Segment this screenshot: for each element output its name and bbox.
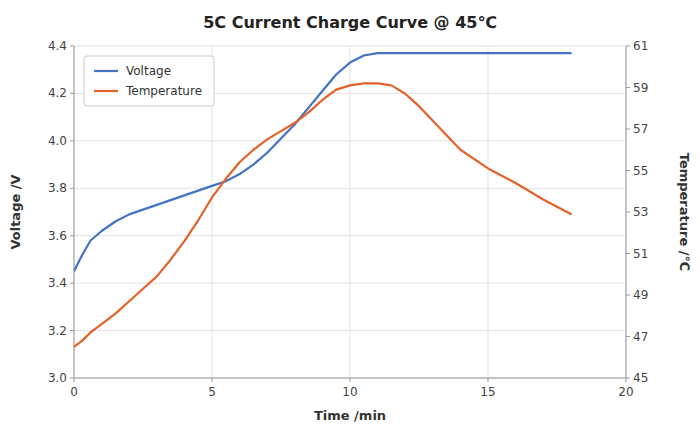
series-line bbox=[74, 83, 571, 347]
y-tick bbox=[70, 46, 74, 47]
y2-tick-label: 51 bbox=[633, 247, 648, 261]
y-tick bbox=[70, 188, 74, 189]
y2-tick bbox=[626, 212, 630, 213]
x-tick-label: 0 bbox=[70, 385, 78, 399]
x-tick-label: 5 bbox=[208, 385, 216, 399]
grid-line-y bbox=[74, 283, 626, 284]
y-tick bbox=[70, 93, 74, 94]
y2-tick bbox=[626, 87, 630, 88]
y2-tick-label: 53 bbox=[633, 205, 648, 219]
y2-axis-label: Temperature /℃ bbox=[677, 153, 692, 272]
x-tick-label: 10 bbox=[342, 385, 357, 399]
x-tick bbox=[212, 378, 213, 382]
y-tick bbox=[70, 235, 74, 236]
y2-tick bbox=[626, 253, 630, 254]
plot-area bbox=[74, 53, 571, 347]
y2-tick-label: 61 bbox=[633, 39, 648, 53]
grid-line-y bbox=[74, 188, 626, 189]
x-tick bbox=[626, 378, 627, 382]
grid-line-y bbox=[74, 46, 626, 47]
y2-tick bbox=[626, 336, 630, 337]
grid-line-x bbox=[350, 46, 351, 378]
chart: 0 5 10 15 20 3.0 3.2 3.4 3.6 3.8 4.0 4.2 4.4 45 47 49 51… bbox=[0, 0, 700, 434]
grid bbox=[74, 46, 626, 378]
series-line bbox=[74, 53, 571, 271]
y2-tick-label: 55 bbox=[633, 164, 648, 178]
y-tick bbox=[70, 283, 74, 284]
y2-tick-label: 47 bbox=[633, 330, 648, 344]
x-tick bbox=[488, 378, 489, 382]
legend-label: Voltage bbox=[126, 64, 171, 78]
y-axis-line bbox=[74, 46, 75, 378]
legend-swatch bbox=[94, 70, 118, 72]
y-tick bbox=[70, 330, 74, 331]
y-tick-label: 3.4 bbox=[48, 276, 67, 290]
y-tick-label: 3.2 bbox=[48, 324, 67, 338]
x-tick bbox=[350, 378, 351, 382]
legend-label: Temperature bbox=[125, 84, 202, 98]
x-tick-label: 15 bbox=[480, 385, 495, 399]
y-tick-label: 4.0 bbox=[48, 134, 67, 148]
y2-tick bbox=[626, 46, 630, 47]
y-tick-label: 3.8 bbox=[48, 181, 67, 195]
x-axis-label: Time /min bbox=[314, 408, 386, 423]
grid-line-y bbox=[74, 235, 626, 236]
axes: 0 5 10 15 20 3.0 3.2 3.4 3.6 3.8 4.0 4.2 4.4 45 47 49 51… bbox=[48, 39, 648, 399]
x-tick bbox=[74, 378, 75, 382]
y2-tick bbox=[626, 295, 630, 296]
grid-line-x bbox=[74, 46, 75, 378]
y-tick-label: 3.0 bbox=[48, 371, 67, 385]
grid-line-y bbox=[74, 140, 626, 141]
legend-box bbox=[84, 56, 214, 106]
y-tick-label: 4.2 bbox=[48, 86, 67, 100]
x-tick-label: 20 bbox=[618, 385, 633, 399]
legend-swatch bbox=[94, 90, 118, 92]
y2-tick-label: 59 bbox=[633, 81, 648, 95]
y2-tick bbox=[626, 129, 630, 130]
legend: Voltage Temperature bbox=[84, 56, 214, 106]
y-axis-label: Voltage /V bbox=[8, 174, 23, 249]
y2-tick-label: 57 bbox=[633, 122, 648, 136]
y-tick-label: 4.4 bbox=[48, 39, 67, 53]
y2-tick-label: 45 bbox=[633, 371, 648, 385]
grid-line-y bbox=[74, 330, 626, 331]
grid-line-x bbox=[488, 46, 489, 378]
y2-tick-label: 49 bbox=[633, 288, 648, 302]
title: 5C Current Charge Curve @ 45℃ bbox=[203, 13, 497, 32]
y2-tick bbox=[626, 170, 630, 171]
background bbox=[0, 0, 700, 434]
y-tick bbox=[70, 140, 74, 141]
y2-tick bbox=[626, 378, 630, 379]
y-tick-label: 3.6 bbox=[48, 229, 67, 243]
y-tick bbox=[70, 378, 74, 379]
